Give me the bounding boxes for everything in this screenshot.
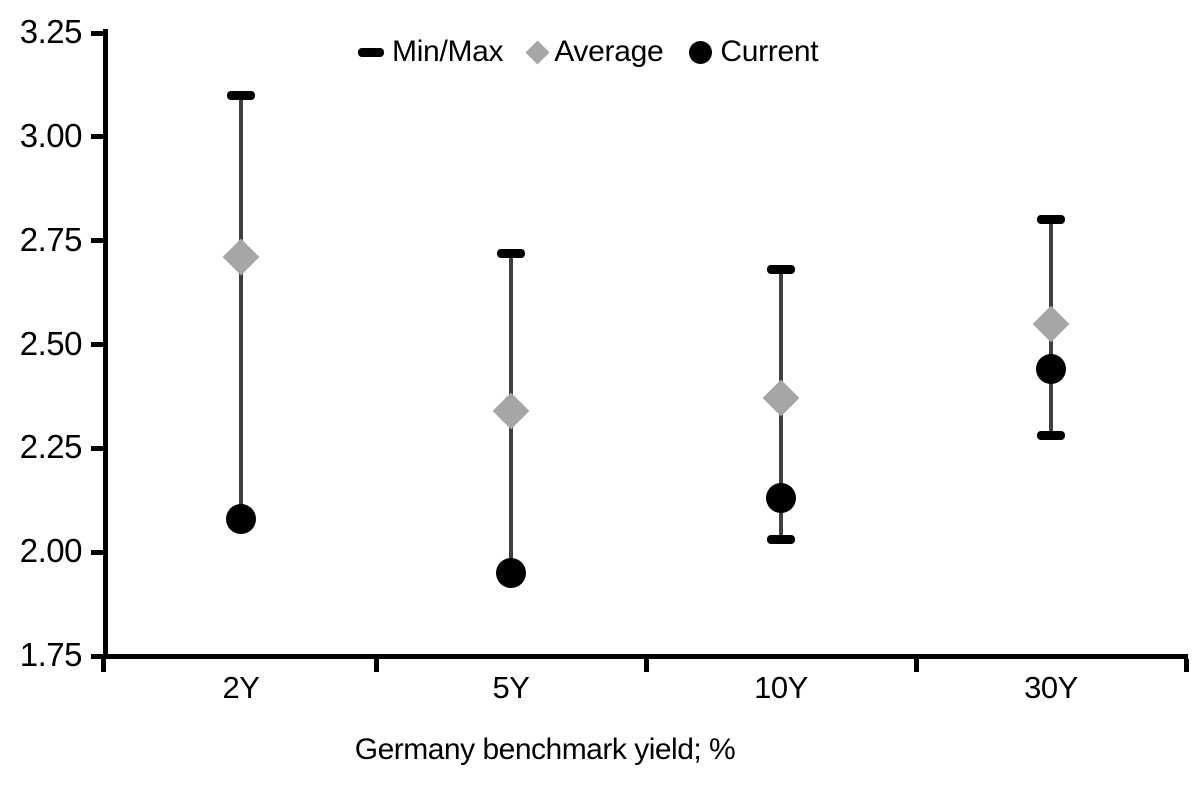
- y-tick: [91, 31, 103, 36]
- current-circle-icon: [689, 40, 713, 64]
- y-axis-line: [103, 29, 108, 659]
- legend-item-average: Average: [525, 35, 664, 69]
- range-line: [239, 95, 243, 519]
- y-tick-label: 2.25: [19, 428, 83, 465]
- legend-label-minmax: Min/Max: [392, 35, 504, 68]
- y-tick-label: 1.75: [19, 636, 83, 673]
- x-axis-title: Germany benchmark yield; %: [354, 733, 736, 766]
- y-tick: [91, 134, 103, 139]
- x-tick: [914, 659, 919, 672]
- y-tick-label: 2.75: [19, 221, 83, 258]
- x-axis-label: 5Y: [492, 670, 530, 705]
- current-marker: [496, 557, 526, 588]
- legend-label-average: Average: [554, 35, 664, 68]
- max-cap: [767, 265, 795, 275]
- y-tick-label: 3.00: [19, 117, 83, 154]
- min-cap: [1037, 431, 1065, 441]
- y-tick-label: 2.50: [19, 325, 83, 362]
- y-tick: [91, 446, 103, 451]
- y-tick: [91, 550, 103, 555]
- minmax-dash-icon: [358, 47, 384, 57]
- y-tick-label: 3.25: [19, 13, 83, 50]
- x-tick: [374, 659, 379, 672]
- average-marker: [492, 392, 530, 430]
- legend-item-minmax: Min/Max: [358, 35, 504, 69]
- min-cap: [767, 535, 795, 545]
- y-tick: [91, 654, 103, 659]
- max-cap: [227, 90, 255, 100]
- average-marker: [1032, 305, 1070, 343]
- current-marker: [1036, 354, 1066, 385]
- x-tick: [1184, 659, 1189, 672]
- y-tick-label: 2.00: [19, 532, 83, 569]
- x-tick: [644, 659, 649, 672]
- x-axis-label: 2Y: [222, 670, 260, 705]
- legend-item-current: Current: [689, 35, 819, 69]
- legend: Min/Max Average Current: [358, 33, 819, 71]
- current-marker: [226, 503, 256, 534]
- current-marker: [766, 483, 796, 514]
- y-tick: [91, 238, 103, 243]
- average-marker: [762, 380, 800, 417]
- max-cap: [497, 248, 525, 258]
- average-marker: [222, 238, 260, 276]
- max-cap: [1037, 215, 1065, 225]
- x-axis-line: [103, 654, 1188, 659]
- y-tick: [91, 342, 103, 347]
- x-tick: [101, 659, 106, 672]
- x-axis-label: 30Y: [1024, 670, 1078, 705]
- x-axis-label: 10Y: [754, 670, 808, 705]
- legend-label-current: Current: [720, 35, 819, 68]
